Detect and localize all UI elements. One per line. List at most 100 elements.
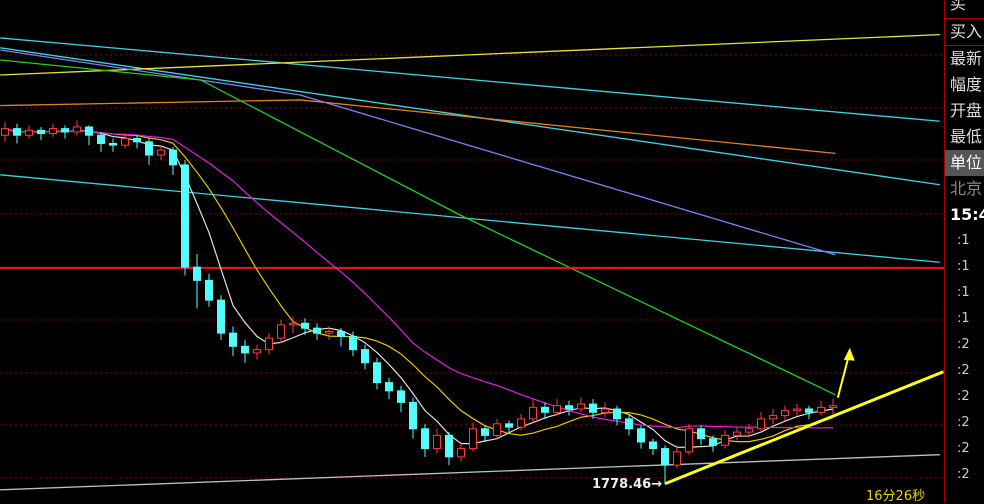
candle-down bbox=[217, 299, 225, 334]
candle-down bbox=[385, 382, 393, 392]
candle-up bbox=[817, 406, 825, 413]
candle-down bbox=[565, 405, 573, 410]
candle-down bbox=[481, 428, 489, 436]
candle-down bbox=[205, 279, 213, 301]
candle-down bbox=[613, 408, 621, 420]
low-price-label: 1778.46→ bbox=[592, 477, 663, 492]
candle-up bbox=[673, 451, 681, 466]
long-moving-average-line bbox=[0, 454, 940, 491]
side-time: 15:4 bbox=[950, 205, 984, 224]
side-item-buy[interactable]: 买入 bbox=[945, 18, 984, 45]
candle-down bbox=[373, 362, 381, 384]
side-top-partial: 买 bbox=[950, 0, 967, 13]
candle-up bbox=[253, 349, 261, 354]
candle-down bbox=[397, 390, 405, 403]
arrow-head-icon bbox=[843, 347, 855, 361]
candle-down bbox=[313, 327, 321, 334]
candle-up bbox=[325, 330, 333, 334]
candle-up bbox=[265, 337, 273, 351]
candle-down bbox=[409, 401, 417, 430]
side-item-open: 开盘 bbox=[950, 101, 983, 120]
tick-time: :2 bbox=[957, 389, 970, 404]
candlestick-chart bbox=[0, 33, 944, 491]
candle-up bbox=[73, 126, 81, 133]
candle-down bbox=[169, 149, 177, 166]
candle-up bbox=[829, 405, 837, 408]
candle-up bbox=[733, 431, 741, 436]
candle-up bbox=[121, 138, 129, 146]
support-trendline bbox=[664, 370, 944, 486]
candle-up bbox=[745, 428, 753, 433]
candle-up bbox=[517, 418, 525, 428]
candle-down bbox=[241, 345, 249, 354]
side-item-unit[interactable]: 单位 bbox=[945, 150, 984, 176]
candle-up bbox=[781, 410, 789, 417]
tick-time: :2 bbox=[957, 415, 970, 430]
candle-up bbox=[601, 408, 609, 413]
candle-up bbox=[793, 408, 801, 412]
candle-down bbox=[13, 128, 21, 136]
candle-down bbox=[145, 141, 153, 156]
tick-time: :2 bbox=[957, 363, 970, 378]
tick-time: :1 bbox=[957, 233, 970, 248]
countdown-timer: 16分26秒 bbox=[866, 489, 926, 504]
candle-up bbox=[433, 434, 441, 450]
tick-time: :1 bbox=[957, 259, 970, 274]
candle-down bbox=[37, 129, 45, 135]
candle-up bbox=[577, 403, 585, 410]
candle-down bbox=[61, 128, 69, 133]
tick-time: :2 bbox=[957, 337, 970, 352]
candle-down bbox=[97, 134, 105, 144]
candle-up bbox=[277, 324, 285, 339]
candle-up bbox=[553, 405, 561, 413]
candle-down bbox=[709, 438, 717, 446]
side-item-latest: 最新 bbox=[945, 45, 984, 72]
long-moving-average-line bbox=[0, 59, 836, 396]
long-moving-average-line bbox=[0, 174, 940, 263]
candle-up bbox=[157, 149, 165, 156]
candle-down bbox=[337, 330, 345, 337]
candle-down bbox=[181, 164, 189, 268]
tick-time: :2 bbox=[957, 467, 970, 482]
side-item-low: 最低 bbox=[950, 127, 983, 146]
candle-down bbox=[445, 434, 453, 458]
candle-down bbox=[697, 428, 705, 440]
candle-up bbox=[769, 415, 777, 420]
ma5-line bbox=[4, 128, 834, 448]
candle-down bbox=[625, 418, 633, 430]
ma20-line bbox=[4, 128, 834, 429]
candle-up bbox=[49, 128, 57, 135]
candle-up bbox=[1, 128, 9, 136]
candle-up bbox=[721, 434, 729, 446]
candle-up bbox=[25, 129, 33, 136]
candle-down bbox=[637, 428, 645, 443]
ma10-line bbox=[4, 128, 834, 443]
candle-down bbox=[349, 335, 357, 351]
candle-down bbox=[229, 332, 237, 347]
long-moving-average-line bbox=[0, 99, 836, 155]
candle-up bbox=[685, 428, 693, 453]
candle-down bbox=[661, 448, 669, 466]
candle-up bbox=[469, 428, 477, 450]
candle-up bbox=[289, 322, 297, 326]
candle-down bbox=[541, 406, 549, 413]
candle-down bbox=[649, 441, 657, 450]
tick-time: :2 bbox=[957, 441, 970, 456]
tick-time: :1 bbox=[957, 311, 970, 326]
candle-down bbox=[133, 138, 141, 143]
candle-down bbox=[421, 428, 429, 450]
candle-down bbox=[505, 423, 513, 428]
quote-side-panel: 买 买入 最新 幅度 开盘 最低 单位 北京 15:4 :1:1:1:1:2:2… bbox=[944, 0, 984, 503]
candle-up bbox=[457, 448, 465, 458]
candle-down bbox=[109, 142, 117, 146]
candle-down bbox=[361, 349, 369, 364]
candle-down bbox=[805, 408, 813, 413]
candle-down bbox=[193, 266, 201, 281]
candle-down bbox=[85, 126, 93, 136]
candle-up bbox=[757, 418, 765, 430]
side-item-change: 幅度 bbox=[950, 75, 983, 94]
long-moving-average-line bbox=[0, 33, 940, 76]
candle-down bbox=[301, 322, 309, 329]
long-moving-average-line bbox=[0, 49, 836, 256]
candle-up bbox=[529, 406, 537, 420]
